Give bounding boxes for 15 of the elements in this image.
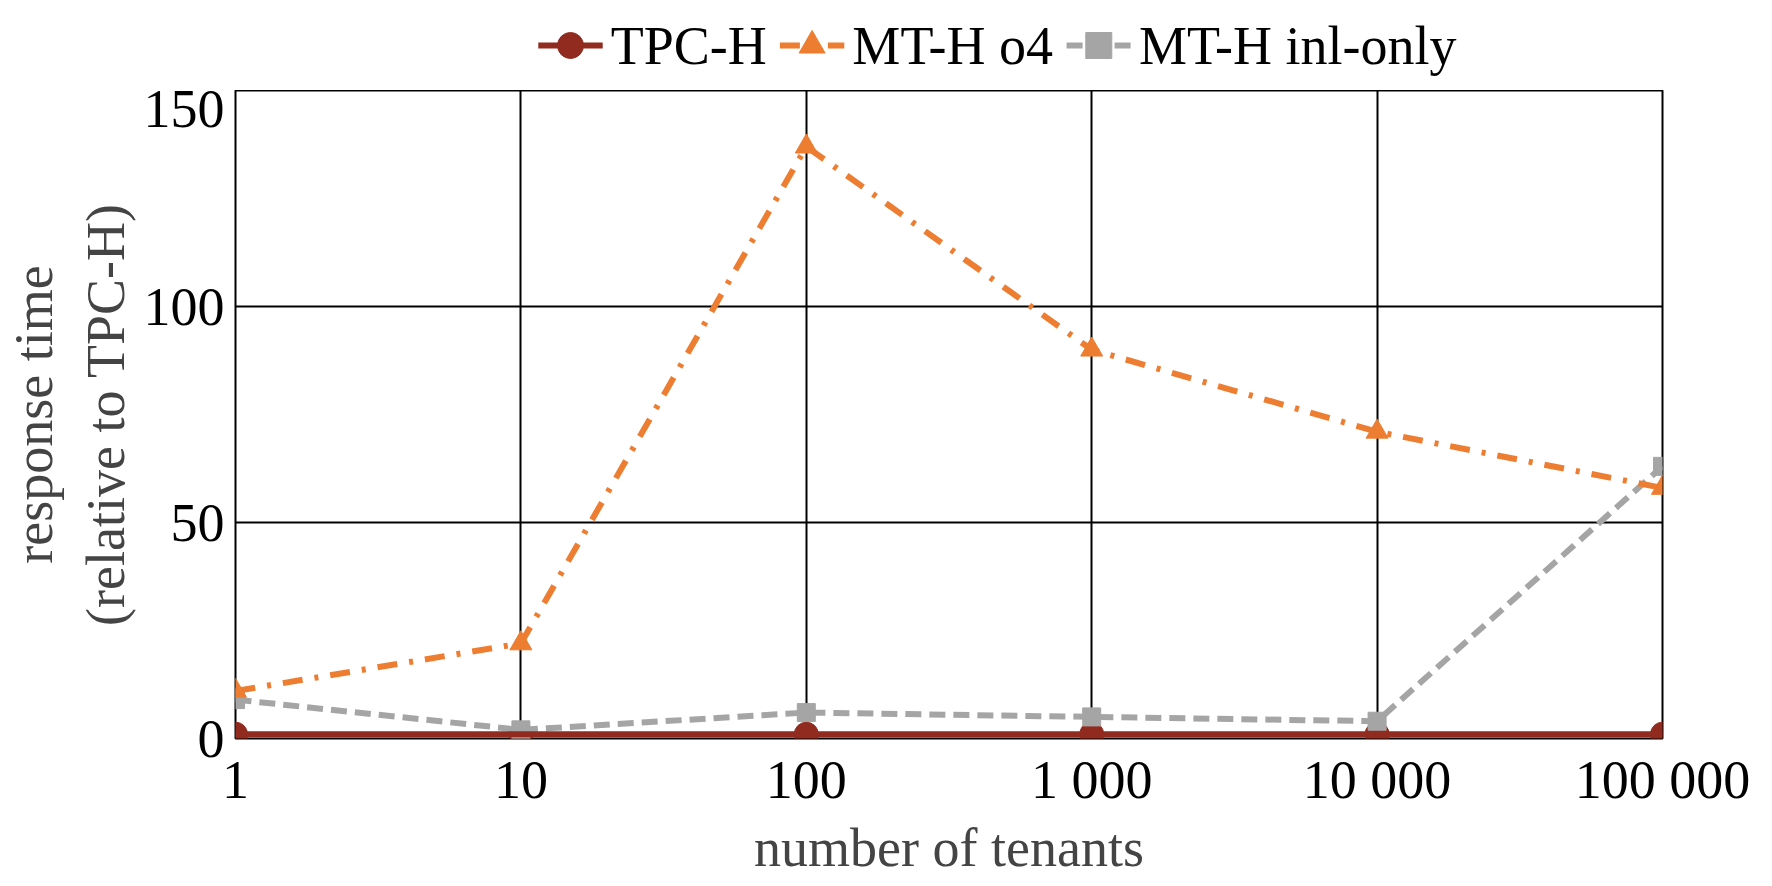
x-tick-label: 100 000 <box>1574 749 1751 810</box>
legend-label: TPC-H <box>610 15 767 76</box>
legend-label: MT-H inl-only <box>1139 15 1457 76</box>
y-tick-label: 50 <box>170 492 225 553</box>
x-tick-label: 100 <box>765 749 847 810</box>
x-axis-title: number of tenants <box>754 817 1144 878</box>
legend-label: MT-H o4 <box>852 15 1053 76</box>
y-tick-label: 0 <box>197 708 225 769</box>
x-tick-label: 1 <box>222 749 249 810</box>
x-tick-label: 10 000 <box>1302 749 1452 810</box>
x-tick-label: 10 <box>493 749 548 810</box>
y-tick-label: 150 <box>143 78 225 139</box>
x-tick-label: 1 000 <box>1030 749 1153 810</box>
y-tick-label: 100 <box>143 276 225 337</box>
y-axis-title: response time (relative to TPC-H) <box>3 204 136 626</box>
